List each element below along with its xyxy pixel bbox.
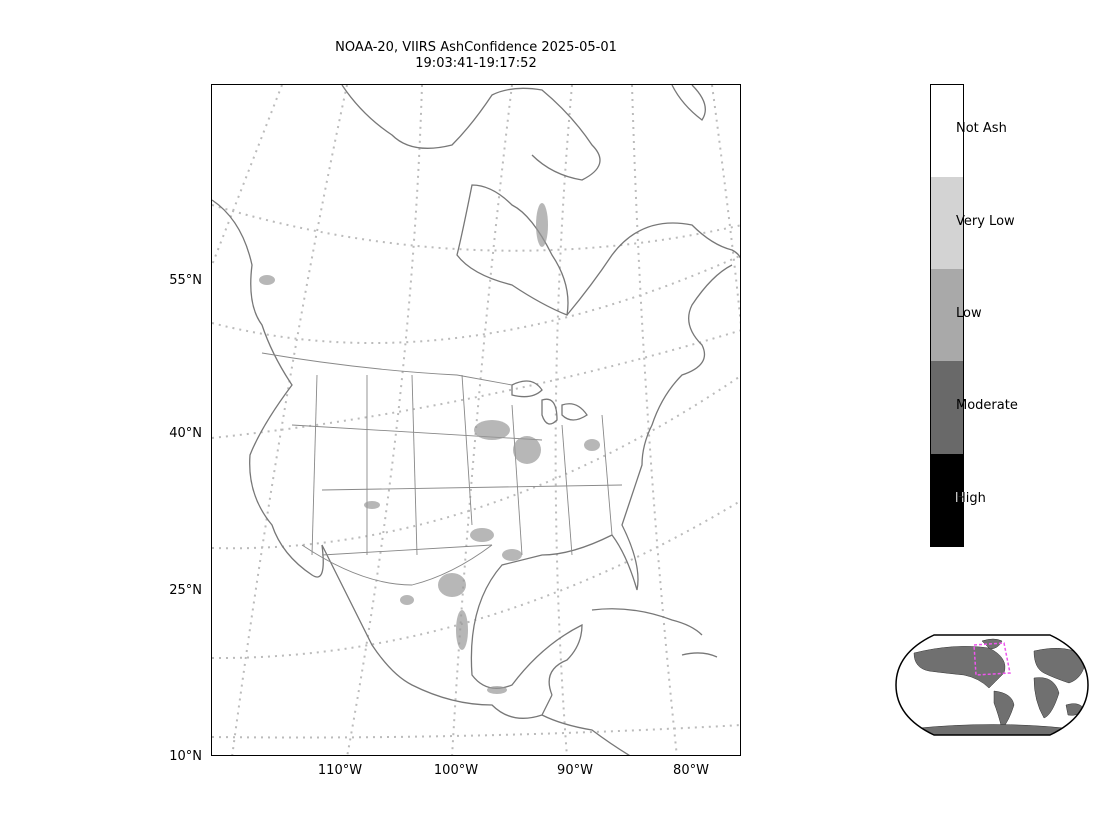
- lat-tick-40: 40°N: [169, 426, 202, 441]
- border-col-1: [311, 374, 318, 556]
- lat-line-50: [212, 254, 740, 344]
- lon-tick-80: 80°W: [673, 763, 709, 778]
- colorbar: [930, 84, 964, 547]
- globe-south-america: [993, 690, 1015, 730]
- us-canada-border: [261, 352, 513, 386]
- lat-line-60: [212, 204, 740, 252]
- lat-line-10: [212, 724, 740, 739]
- border-col-6: [561, 424, 573, 556]
- lon-line-90: [554, 85, 573, 755]
- detection-cluster: [584, 439, 600, 451]
- pacific-coast: [212, 199, 553, 719]
- globe-svg: [895, 634, 1089, 736]
- lon-line-130: [212, 85, 283, 266]
- greenland-edge: [671, 85, 706, 121]
- lon-line-70: [711, 85, 740, 326]
- colorbar-segment-high: [931, 454, 963, 546]
- lat-line-20: [212, 500, 740, 660]
- lake-superior: [511, 380, 543, 398]
- border-col-7: [601, 414, 613, 536]
- us-mexico-border: [301, 544, 493, 586]
- map-svg: [212, 85, 740, 755]
- globe-landmasses: [913, 638, 1087, 735]
- ash-detections: [259, 203, 600, 694]
- graticule: [212, 85, 740, 755]
- lat-tick-55: 55°N: [169, 273, 202, 288]
- detection-cluster: [438, 573, 466, 597]
- detection-cluster: [502, 549, 522, 561]
- detection-cluster: [474, 420, 510, 440]
- detection-cluster: [487, 686, 507, 694]
- border-row-2: [321, 484, 623, 491]
- globe-domain-box: [973, 642, 1011, 676]
- lon-line-80: [631, 85, 678, 755]
- map-panel[interactable]: [211, 84, 741, 756]
- lat-tick-10: 10°N: [169, 749, 202, 764]
- lake-huron: [561, 403, 588, 421]
- arctic-islands: [341, 85, 601, 181]
- globe-outline: [895, 634, 1089, 736]
- detection-cluster: [536, 203, 548, 247]
- colorbar-segment-low: [931, 269, 963, 361]
- lon-line-120: [231, 85, 348, 755]
- lake-michigan: [541, 398, 558, 425]
- political-borders: [261, 352, 623, 586]
- lat-tick-25: 25°N: [169, 583, 202, 598]
- detection-cluster: [400, 595, 414, 605]
- figure-title: NOAA-20, VIIRS AshConfidence 2025-05-01 …: [210, 40, 742, 72]
- quebec-coast: [566, 222, 740, 316]
- inset-globe: [894, 633, 1090, 741]
- globe-africa: [1033, 677, 1060, 719]
- colorbar-label-moderate: Moderate: [956, 398, 1018, 413]
- colorbar-label-low: Low: [956, 306, 982, 321]
- colorbar-segment-not-ash: [931, 85, 963, 177]
- colorbar-segment-moderate: [931, 361, 963, 454]
- detection-cluster: [470, 528, 494, 542]
- title-line-1: NOAA-20, VIIRS AshConfidence 2025-05-01: [335, 40, 617, 55]
- cuba: [591, 608, 703, 636]
- colorbar-segment-very-low: [931, 177, 963, 269]
- lon-line-110: [346, 85, 423, 755]
- detection-cluster: [456, 610, 468, 650]
- lat-line-30: [212, 375, 740, 550]
- title-line-2: 19:03:41-19:17:52: [415, 56, 537, 71]
- coastlines: [212, 85, 740, 755]
- border-row-3: [321, 544, 493, 556]
- colorbar-label-very-low: Very Low: [956, 214, 1015, 229]
- detection-cluster: [259, 275, 275, 285]
- lon-tick-90: 90°W: [557, 763, 593, 778]
- detection-cluster: [364, 501, 380, 509]
- central-america: [541, 714, 630, 755]
- colorbar-label-not-ash: Not Ash: [956, 121, 1007, 136]
- border-col-3: [411, 374, 418, 556]
- lon-tick-110: 110°W: [317, 763, 363, 778]
- border-col-4: [461, 374, 473, 526]
- globe-greenland: [981, 638, 1003, 650]
- colorbar-label-high: High: [956, 491, 986, 506]
- gulf-atlantic-coast: [470, 264, 733, 696]
- detection-cluster: [513, 436, 541, 464]
- border-col-5: [511, 404, 523, 556]
- hispaniola: [681, 652, 718, 658]
- lon-tick-100: 100°W: [433, 763, 479, 778]
